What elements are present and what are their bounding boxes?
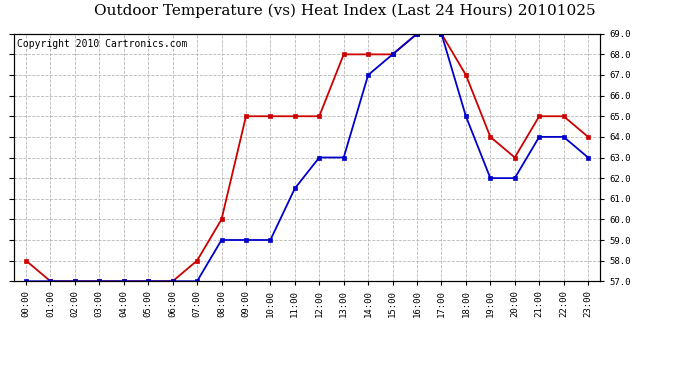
Text: Copyright 2010 Cartronics.com: Copyright 2010 Cartronics.com xyxy=(17,39,187,49)
Text: Outdoor Temperature (vs) Heat Index (Last 24 Hours) 20101025: Outdoor Temperature (vs) Heat Index (Las… xyxy=(95,4,595,18)
